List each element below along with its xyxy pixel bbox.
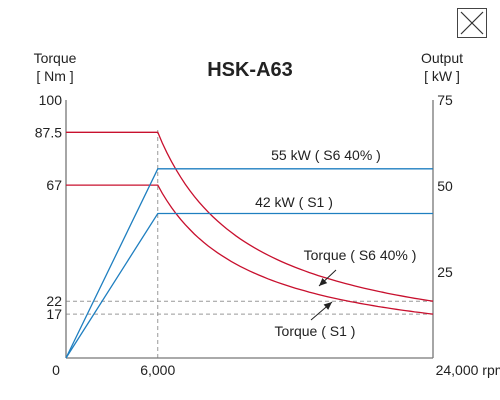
left-tick-label: 100 [39, 92, 63, 108]
right-axis-unit: [ kW ] [424, 68, 460, 84]
left-tick-label: 17 [46, 306, 62, 322]
series-line-1 [66, 184, 434, 315]
annotation-arrow-head [319, 278, 328, 286]
x-tick-label: 6,000 [140, 362, 175, 378]
series-line-0 [66, 131, 434, 302]
x-tick-label: 24,000 rpm [436, 362, 500, 378]
series-line-3 [65, 212, 433, 359]
left-tick-label: 67 [46, 177, 62, 193]
close-button[interactable] [457, 8, 487, 38]
left-tick-label: 22 [46, 293, 62, 309]
left-axis-title: Torque [34, 50, 77, 66]
series-label-2: 55 kW ( S6 40% ) [271, 147, 381, 163]
right-axis-title: Output [421, 50, 463, 66]
left-axis-unit: [ Nm ] [36, 68, 73, 84]
chart-title: HSK-A63 [207, 59, 293, 81]
annotation-arrow-head [323, 302, 332, 310]
x-tick-label: 0 [52, 362, 60, 378]
series-label-1: Torque ( S1 ) [275, 323, 356, 339]
series-label-3: 42 kW ( S1 ) [255, 194, 333, 210]
right-tick-label: 50 [437, 178, 453, 194]
left-tick-label: 87.5 [35, 124, 62, 140]
right-tick-label: 25 [437, 264, 453, 280]
series-line-2 [65, 168, 433, 359]
close-icon [460, 11, 484, 35]
right-tick-label: 75 [437, 92, 453, 108]
series-label-0: Torque ( S6 40% ) [304, 247, 417, 263]
